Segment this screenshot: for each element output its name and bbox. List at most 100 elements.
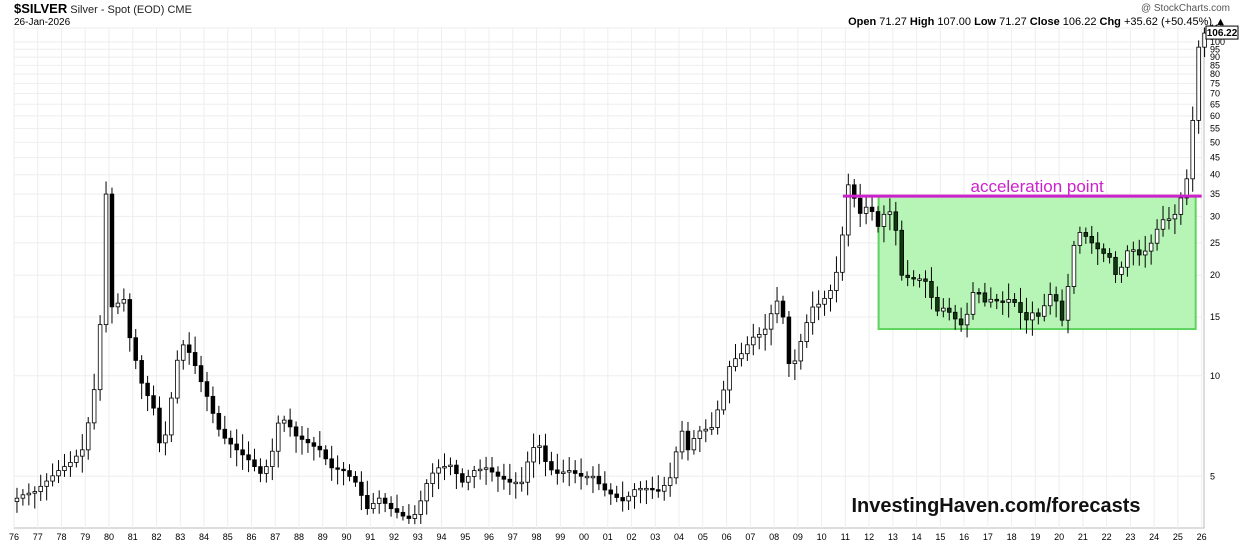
- candle-body: [258, 466, 263, 474]
- candle-body: [531, 447, 536, 463]
- candle-body: [881, 213, 887, 227]
- x-tick-label: 24: [1149, 532, 1159, 542]
- candle-body: [1059, 300, 1065, 321]
- x-tick-label: 78: [56, 532, 66, 542]
- candle-body: [566, 470, 572, 473]
- candle-body: [139, 360, 144, 384]
- candle-body: [1184, 178, 1190, 199]
- candle-body: [56, 470, 61, 477]
- candle-body: [543, 445, 548, 462]
- x-tick-label: 14: [912, 532, 922, 542]
- candle-body: [1137, 249, 1142, 256]
- candle-body: [305, 438, 311, 444]
- y-tick-label: 100: [1210, 37, 1225, 47]
- candle-body: [1071, 244, 1077, 287]
- candle-body: [555, 469, 560, 474]
- x-axis: 76 77 78 79 80 81 82 83 84 85 86 87 88 89 90 91 92 93 94 95…: [9, 532, 1207, 542]
- candle-body: [442, 466, 447, 469]
- x-tick-label: 99: [555, 532, 565, 542]
- x-tick-label: 87: [270, 532, 280, 542]
- candle-body: [852, 184, 857, 199]
- candle-body: [121, 299, 127, 304]
- candle-body: [1030, 312, 1035, 321]
- candle-body: [935, 297, 940, 312]
- candle-body: [489, 467, 495, 473]
- candle-body: [923, 278, 928, 282]
- x-tick-label: 07: [745, 532, 755, 542]
- candle-body: [941, 307, 946, 312]
- candle-body: [952, 311, 958, 320]
- candle-body: [1018, 302, 1023, 313]
- candle-body: [1190, 119, 1195, 180]
- candle-body: [739, 353, 744, 360]
- candle-body: [929, 281, 934, 298]
- candle-body: [774, 300, 780, 315]
- candle-body: [210, 395, 216, 414]
- candle-body: [270, 450, 275, 467]
- exchange: CME: [167, 4, 192, 16]
- watermark: InvestingHaven.com/forecasts: [852, 495, 1141, 517]
- x-tick-label: 13: [888, 532, 898, 542]
- candle-body: [477, 468, 483, 472]
- candle-body: [644, 487, 649, 491]
- candle-body: [198, 365, 204, 383]
- y-tick-label: 40: [1210, 170, 1220, 180]
- candle-body: [715, 409, 720, 428]
- candle-body: [311, 442, 317, 447]
- candle-body: [1148, 242, 1154, 252]
- x-tick-label: 18: [1007, 532, 1017, 542]
- candle-body: [661, 485, 667, 492]
- chg-label: Chg: [1099, 16, 1121, 28]
- candle-body: [869, 206, 875, 212]
- y-tick-label: 85: [1210, 60, 1220, 70]
- credit: @ StockCharts.com: [1140, 3, 1230, 14]
- candle-body: [667, 477, 673, 486]
- candle-body: [406, 515, 412, 519]
- candle-body: [917, 278, 922, 281]
- x-tick-label: 83: [175, 532, 185, 542]
- candle-body: [1083, 232, 1089, 237]
- candle-body: [32, 491, 38, 494]
- low-value: 71.27: [999, 16, 1027, 28]
- x-tick-label: 05: [698, 532, 708, 542]
- low-label: Low: [974, 16, 997, 28]
- candle-body: [145, 382, 150, 397]
- candle-body: [91, 389, 97, 424]
- y-tick-label: 80: [1210, 69, 1220, 79]
- candle-body: [412, 514, 418, 519]
- y-tick-label: 35: [1210, 189, 1220, 199]
- candle-body: [537, 445, 542, 448]
- chart-date: 26-Jan-2026: [14, 17, 71, 28]
- candle-body: [721, 389, 726, 411]
- x-tick-label: 96: [484, 532, 494, 542]
- candle-body: [733, 358, 738, 368]
- consolidation-zone: [877, 195, 1197, 331]
- candle-body: [1178, 197, 1184, 215]
- y-tick-label: 60: [1210, 111, 1220, 121]
- symbol-description: Silver - Spot (EOD): [70, 4, 165, 16]
- x-tick-label: 19: [1030, 532, 1040, 542]
- x-tick-label: 20: [1054, 532, 1064, 542]
- candle-body: [281, 419, 287, 424]
- candle-body: [436, 467, 441, 474]
- x-tick-label: 17: [983, 532, 993, 542]
- candle-body: [80, 449, 85, 457]
- x-tick-label: 10: [817, 532, 827, 542]
- candle-body: [216, 412, 222, 430]
- x-tick-label: 79: [80, 532, 90, 542]
- x-tick-label: 90: [342, 532, 352, 542]
- candle-body: [727, 366, 732, 391]
- candle-body: [1202, 32, 1207, 48]
- candle-body: [382, 497, 388, 504]
- high-label: High: [909, 16, 935, 28]
- candle-body: [246, 454, 251, 461]
- candle-body: [228, 437, 233, 445]
- x-tick-label: 77: [33, 532, 43, 542]
- candle-body: [1095, 242, 1100, 250]
- x-tick-label: 08: [769, 532, 779, 542]
- candle-body: [115, 302, 121, 308]
- candle-body: [1107, 253, 1112, 258]
- last-price-label: 106.22: [1207, 28, 1238, 39]
- candle-body: [97, 324, 103, 391]
